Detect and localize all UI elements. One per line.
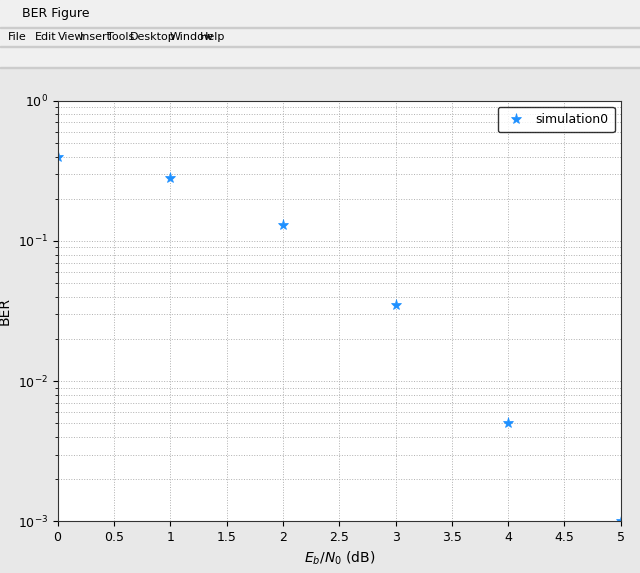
Text: File: File: [8, 32, 27, 42]
Text: Desktop: Desktop: [130, 32, 176, 42]
Text: Help: Help: [200, 32, 225, 42]
Bar: [0, 27, 640, 46]
Bar: [0, 67, 640, 68]
simulation0: [166, 175, 174, 182]
Y-axis label: BER: BER: [0, 297, 12, 325]
Text: View: View: [58, 32, 84, 42]
Text: Insert: Insert: [80, 32, 112, 42]
simulation0: [504, 420, 512, 427]
Bar: [0, 46, 640, 47]
Bar: [0, 27, 640, 28]
Text: Window: Window: [170, 32, 214, 42]
Text: BER Figure: BER Figure: [22, 7, 90, 21]
Legend: simulation0: simulation0: [498, 107, 614, 132]
Text: Edit: Edit: [35, 32, 56, 42]
simulation0: [279, 222, 287, 229]
Bar: [0, 46, 640, 67]
simulation0: [54, 153, 61, 160]
Text: Tools: Tools: [107, 32, 134, 42]
Bar: [0, 0, 640, 27]
simulation0: [617, 518, 625, 525]
X-axis label: $E_b/N_0$ (dB): $E_b/N_0$ (dB): [303, 550, 375, 567]
Line: simulation0: simulation0: [52, 151, 627, 527]
simulation0: [392, 301, 399, 308]
